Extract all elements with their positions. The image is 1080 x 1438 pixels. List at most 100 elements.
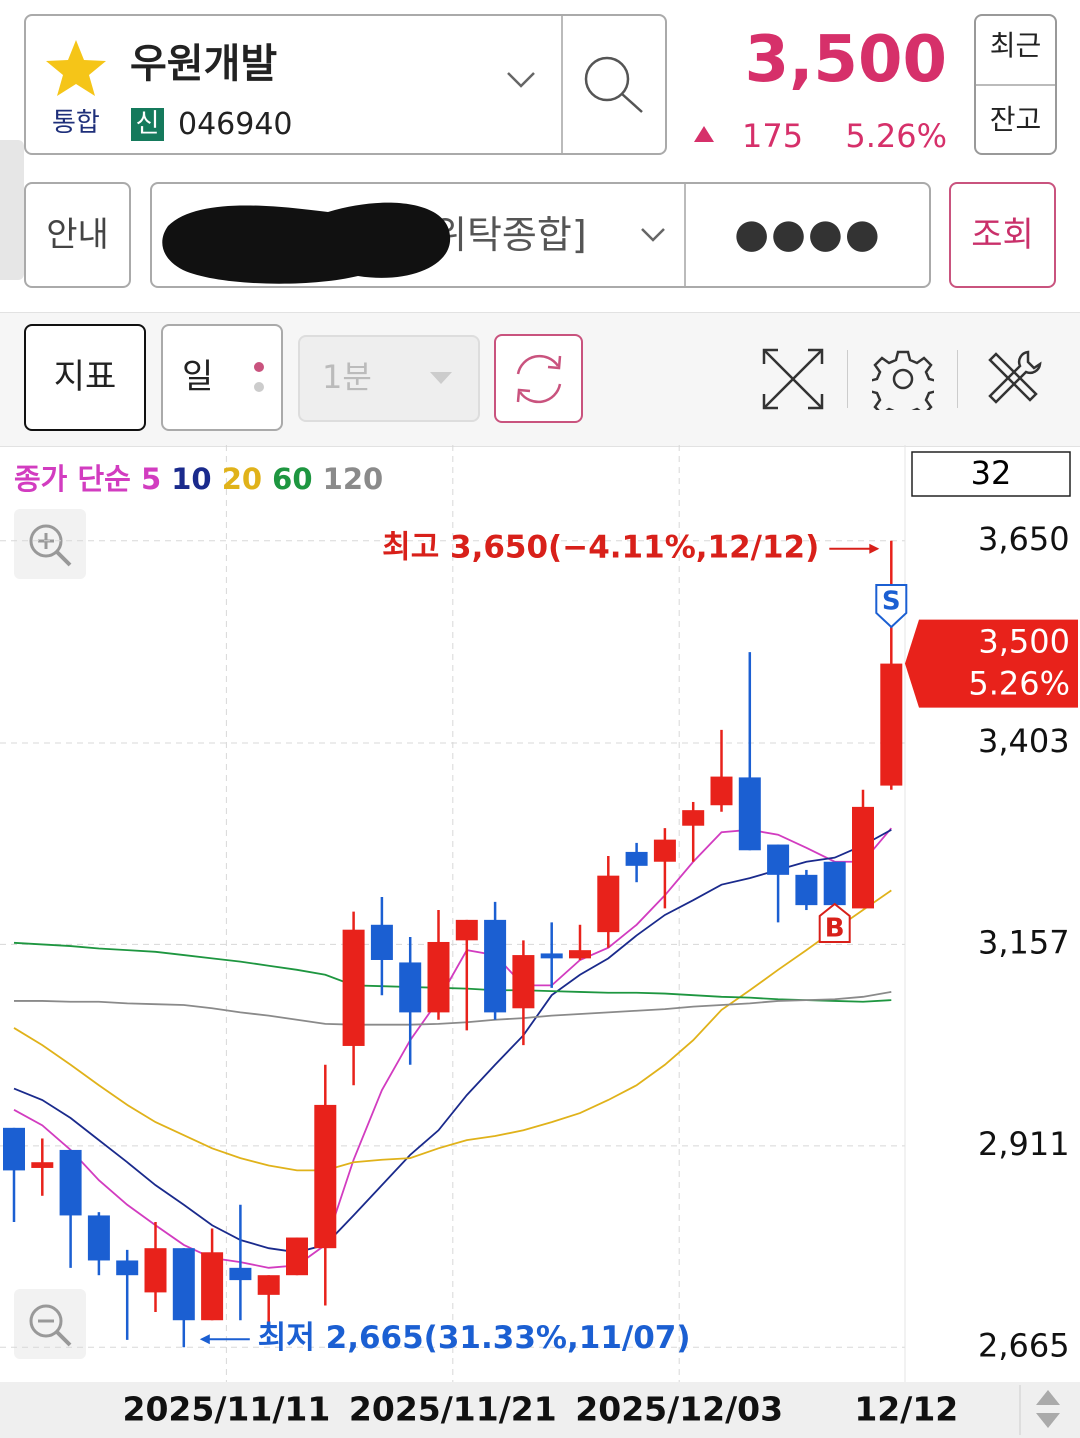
up-arrow (694, 126, 714, 142)
minute-label: 1분 (322, 358, 372, 396)
high-arrow-head (869, 543, 880, 554)
side-tab[interactable] (0, 140, 24, 280)
stock-selector[interactable] (24, 14, 667, 155)
candle-body (370, 924, 393, 960)
ma-line (13, 889, 892, 1172)
query-label: 조회 (971, 215, 1034, 255)
expand-icon[interactable] (760, 346, 826, 412)
candle-body (455, 919, 478, 941)
indicator-label: 지표 (53, 357, 117, 397)
candle-body (569, 950, 591, 959)
x-tick-label: 2025/12/03 (575, 1390, 783, 1429)
low-arrow-head (199, 1334, 210, 1345)
legend-entry: 10 (171, 462, 211, 496)
sell-signal-label: S (882, 587, 901, 617)
buy-signal-label: B (825, 914, 845, 944)
sell-signal (875, 584, 908, 629)
candle-body (823, 861, 846, 906)
zoom-in[interactable] (14, 509, 86, 579)
candle-body (625, 851, 648, 866)
candle-body (314, 1104, 337, 1249)
current-price: 3,500 (744, 23, 947, 97)
y-tick-label: 3,650 (978, 520, 1070, 558)
divider (976, 84, 1055, 86)
dropdown-chevron[interactable] (505, 70, 537, 90)
buy-signal (818, 902, 851, 943)
high-annotation: 최고 3,650(−4.11%,12/12) (382, 529, 819, 565)
settings-icon[interactable] (872, 348, 934, 410)
period-button[interactable] (161, 324, 283, 431)
x-tick-label: 2025/11/11 (123, 1390, 331, 1429)
search-icon[interactable] (582, 54, 646, 116)
ma-line (13, 829, 892, 1254)
recent-button[interactable]: 최근 (989, 29, 1042, 62)
candle-body (399, 962, 422, 1013)
visible-count: 32 (971, 454, 1012, 492)
account-name: 위탁종합] (432, 213, 587, 257)
candle-body (710, 776, 733, 806)
candle-body (653, 839, 676, 862)
balance-button[interactable]: 잔고 (989, 103, 1042, 136)
candle-body (597, 875, 620, 933)
legend-entry: 종가 단순 (14, 462, 131, 496)
candle-body (286, 1237, 308, 1276)
candle-body (257, 1275, 280, 1295)
password-mask[interactable]: ●●●● (734, 211, 882, 257)
stock-code: 046940 (178, 107, 293, 142)
price-tag-label: 3,500 (978, 623, 1070, 661)
zoom-out[interactable] (14, 1289, 86, 1359)
query-button[interactable] (949, 182, 1056, 288)
y-tick-label: 2,665 (978, 1326, 1070, 1364)
candle-body (229, 1267, 252, 1281)
period-label: 일 (182, 357, 214, 397)
ma-line (13, 941, 892, 1003)
chart: 32 3,650 3,403 3,157 2,911 2,665 2025/11/11 20… (0, 445, 1080, 1438)
x-tick-label: 12/12 (854, 1390, 958, 1429)
candle-body (427, 941, 450, 1013)
candle-body (31, 1162, 54, 1168)
candle-body (59, 1149, 82, 1216)
y-tick-label: 2,911 (978, 1125, 1070, 1163)
candle-body (484, 919, 507, 1013)
favorite-star[interactable] (44, 38, 108, 98)
divider (684, 184, 686, 286)
market-label: 통합 (52, 108, 100, 138)
low-annotation: 최저 2,665(31.33%,11/07) (258, 1320, 691, 1356)
dropdown-triangle (430, 372, 452, 384)
candle-body (116, 1260, 139, 1276)
redaction (162, 202, 451, 284)
count-box (911, 451, 1071, 497)
info-button[interactable] (24, 182, 131, 288)
candle-body (512, 955, 535, 1009)
candle-body (540, 953, 563, 959)
price-tag-change: 5.26% (968, 665, 1070, 703)
refresh-button[interactable] (494, 334, 583, 423)
candle-body (87, 1215, 110, 1261)
dropdown-chevron[interactable] (640, 226, 666, 244)
y-tick-label: 3,403 (978, 722, 1070, 760)
date-bar (0, 1382, 1080, 1438)
x-tick-label: 2025/11/21 (349, 1390, 557, 1429)
divider (847, 350, 848, 408)
minute-select (298, 335, 480, 422)
candle-body (880, 663, 903, 786)
tools-icon[interactable] (982, 348, 1044, 410)
ma-line (13, 827, 892, 1269)
period-dots (254, 362, 264, 392)
stock-name: 우원개발 (130, 41, 278, 87)
indicator-button[interactable] (24, 324, 146, 431)
info-label: 안내 (46, 215, 109, 255)
change-rate: 5.26% (845, 117, 947, 155)
candle-body (767, 844, 790, 875)
candle-body (682, 810, 705, 826)
candle-body (342, 929, 365, 1046)
credit-badge: 신 (131, 108, 164, 141)
divider (561, 16, 563, 153)
legend-entry: 120 (323, 462, 384, 496)
scroll-arrows[interactable] (1019, 1385, 1060, 1435)
candle-body (144, 1248, 167, 1293)
legend-entry: 20 (222, 462, 262, 496)
candle-body (201, 1252, 224, 1321)
ma-line (14, 991, 892, 1026)
